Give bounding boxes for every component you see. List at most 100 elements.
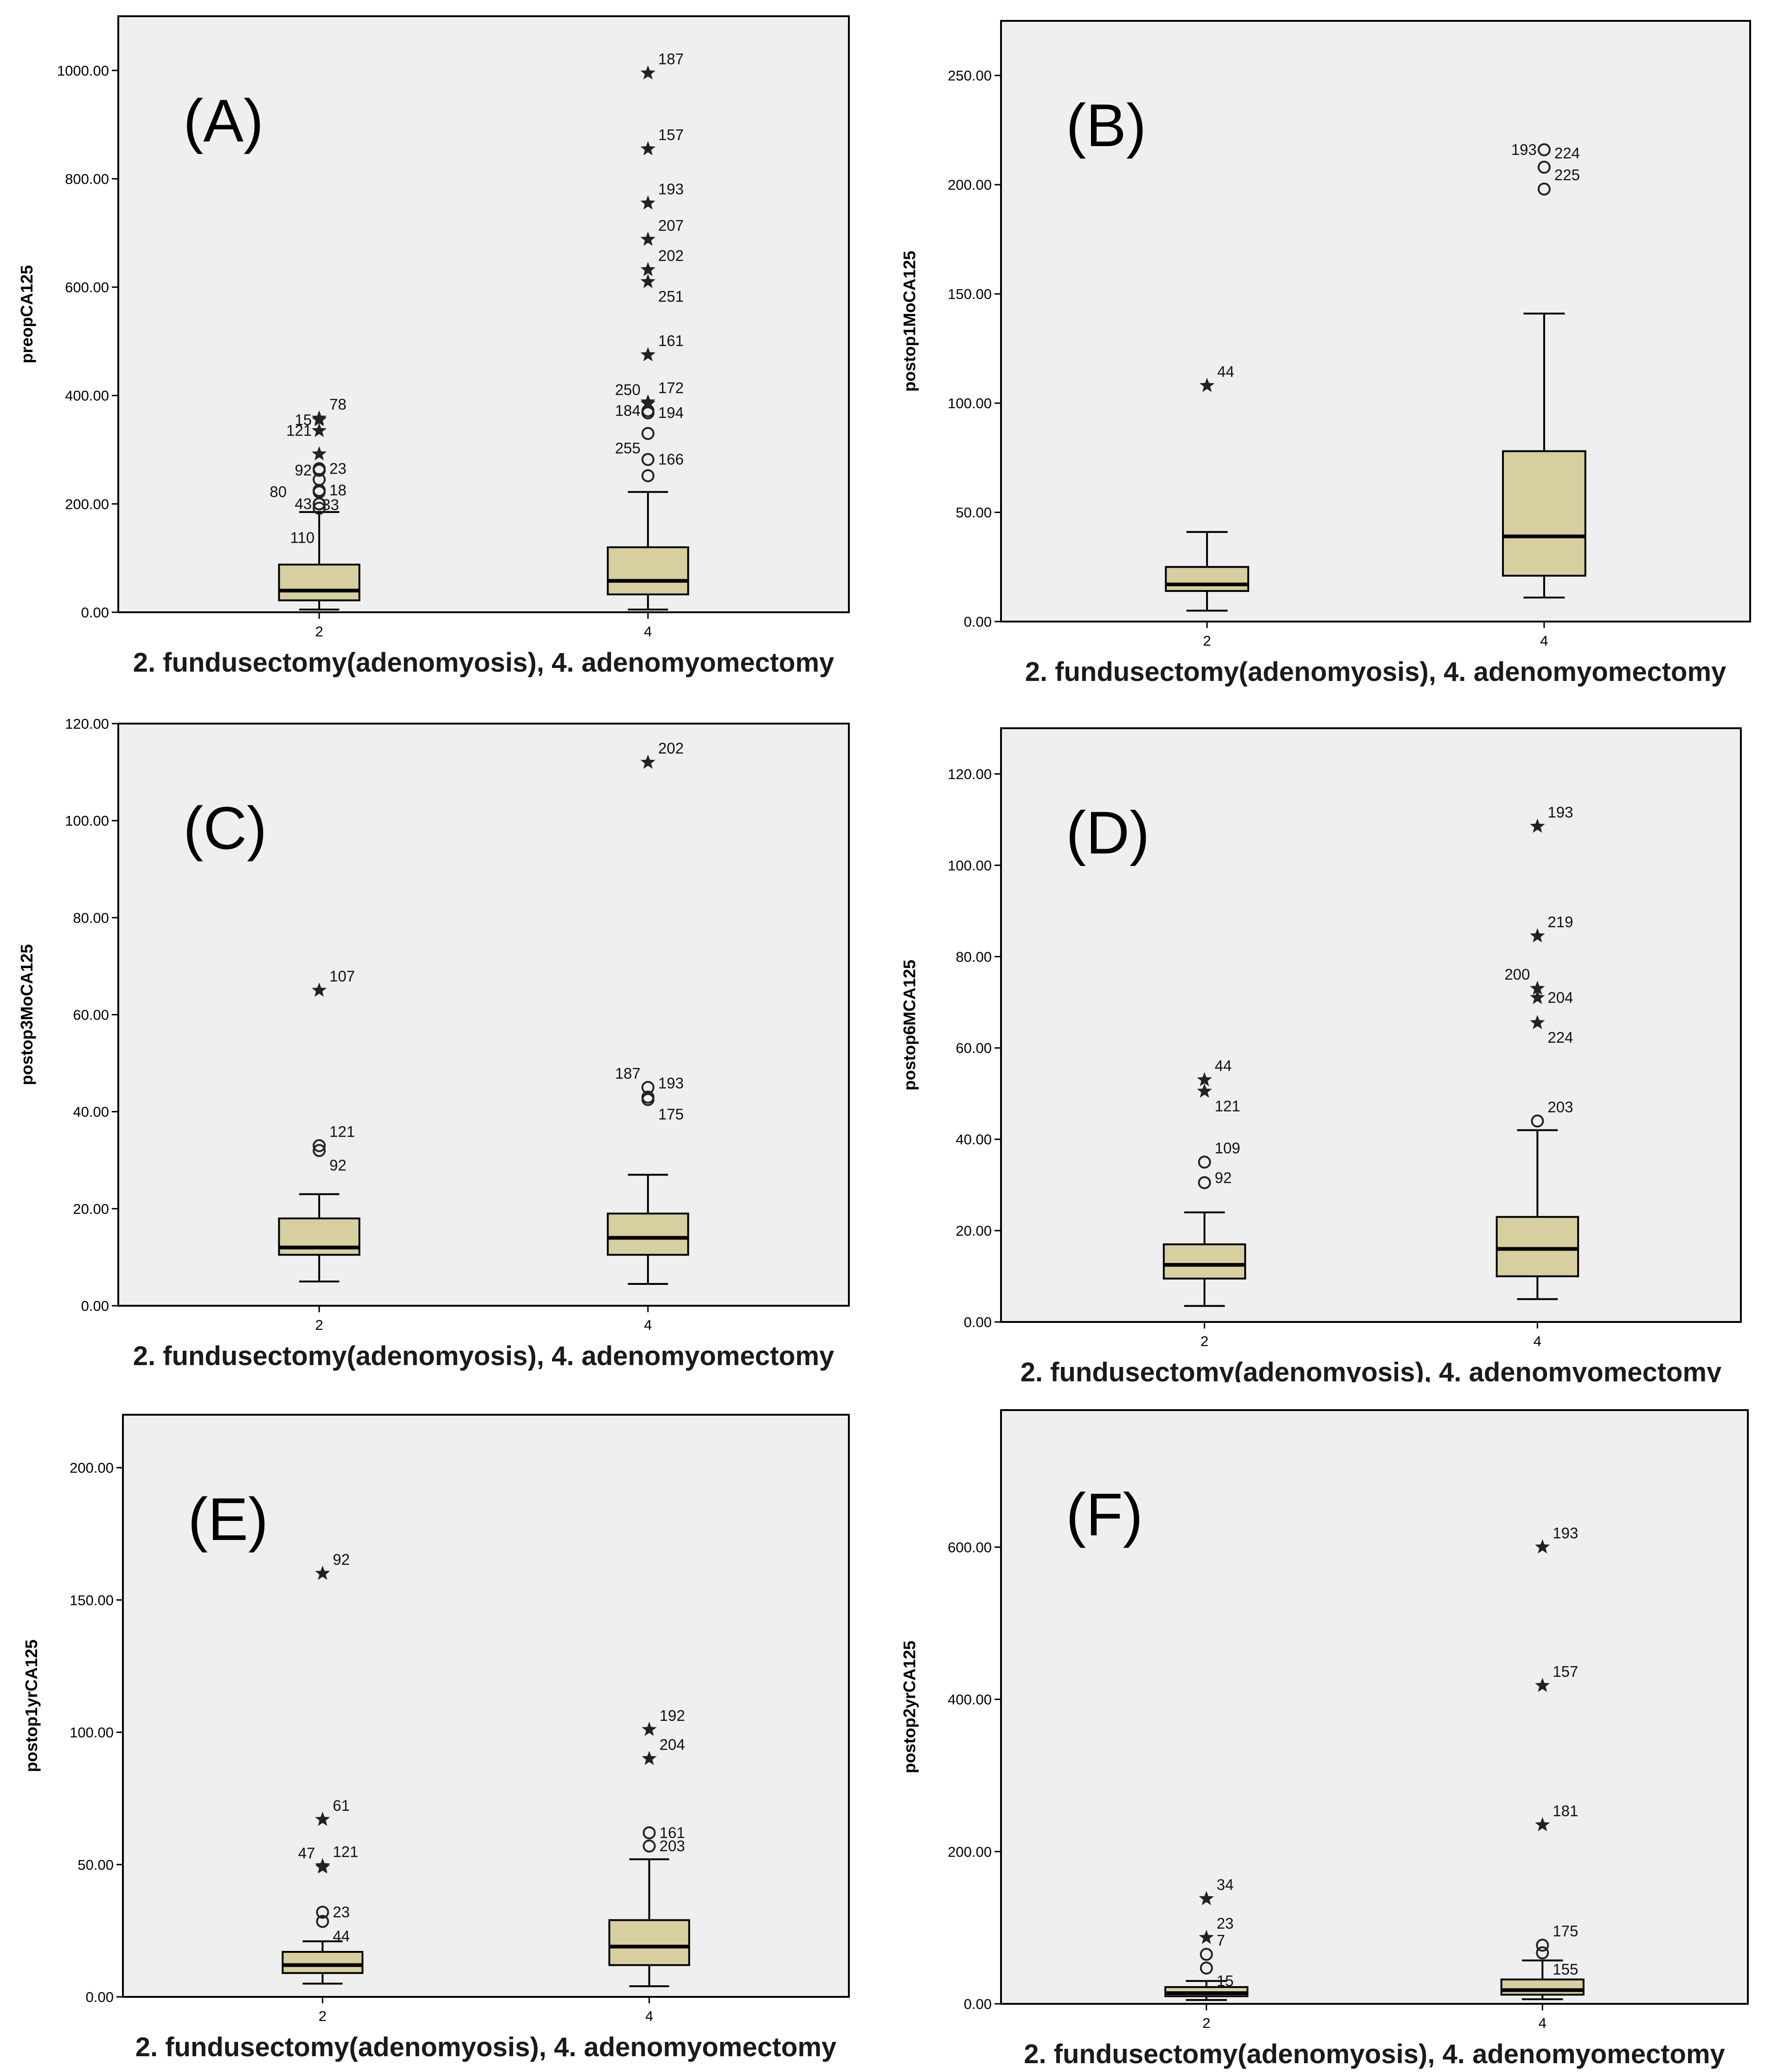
outlier-label: 193 (658, 1074, 684, 1091)
outlier-label: 44 (1215, 1057, 1232, 1074)
x-tick-label: 2 (1202, 2015, 1210, 2031)
outlier-label: 204 (1547, 989, 1573, 1006)
x-tick-label: 2 (319, 2008, 327, 2024)
outlier-mild (641, 1081, 655, 1094)
x-axis-label: 2. fundusectomy(adenomyosis), 4. adenomy… (135, 2032, 837, 2062)
outlier-label: 44 (333, 1927, 350, 1944)
outlier-mild (1200, 1948, 1213, 1961)
outlier-label: 34 (1217, 1876, 1234, 1893)
outlier-mild (641, 427, 655, 440)
outlier-extreme (1530, 989, 1545, 1004)
outlier-label: 193 (1511, 141, 1537, 158)
y-tick-label: 600.00 (948, 1539, 992, 1555)
panel-a: (A) 0.00 200.00 400.00 600.00 800.00 1000.00 pr… (0, 0, 882, 691)
outlier-label: 193 (1553, 1524, 1578, 1541)
outlier-extreme (642, 1721, 657, 1736)
y-tick-label: 0.00 (81, 1298, 109, 1314)
outlier-extreme (1200, 378, 1215, 392)
outlier-extreme (640, 274, 655, 289)
y-tick-label: 60.00 (73, 1007, 109, 1023)
panel-label: (F) (1066, 1481, 1143, 1548)
outlier-extreme (1535, 1539, 1550, 1554)
y-tick-label: 0.00 (86, 1989, 114, 2005)
outlier-label: 121 (333, 1843, 358, 1860)
outlier-extreme (1535, 1817, 1550, 1832)
outlier-extreme (640, 754, 655, 769)
outlier-label: 203 (1547, 1098, 1573, 1116)
outlier-label: 225 (1554, 167, 1580, 184)
outlier-mild (1198, 1155, 1211, 1169)
outlier-mild (316, 1905, 329, 1919)
outlier-label: 155 (1553, 1961, 1578, 1978)
outlier-extreme (642, 1751, 657, 1765)
y-tick-label: 200.00 (948, 177, 992, 193)
y-tick-label: 200.00 (948, 1844, 992, 1860)
outlier-extreme (312, 982, 327, 997)
x-axis-label: 2. fundusectomy(adenomyosis), 4. adenomy… (133, 648, 834, 678)
outlier-label: 44 (1217, 363, 1234, 380)
outlier-mild (1536, 1938, 1549, 1952)
outlier-label: 184 (615, 402, 641, 419)
plot-area (1000, 20, 1751, 622)
x-axis-label: 2. fundusectomy(adenomyosis), 4. adenomy… (1024, 2039, 1725, 2069)
box-2 (1164, 1980, 1249, 2001)
outlier-label: 172 (658, 379, 684, 397)
y-tick-label: 50.00 (77, 1857, 114, 1873)
x-tick-label: 4 (1539, 2015, 1547, 2031)
y-tick-label: 150.00 (70, 1592, 114, 1608)
outlier-mild (641, 453, 655, 466)
outlier-label: 92 (329, 1156, 347, 1174)
outlier-label: 200 (1504, 966, 1530, 983)
outlier-mild (313, 1144, 326, 1157)
box-4 (607, 491, 689, 611)
outlier-label: 107 (329, 968, 355, 985)
plot-area (1000, 727, 1742, 1323)
outlier-label: 202 (658, 740, 684, 757)
y-tick-label: 1000.00 (57, 63, 109, 79)
y-tick-label: 100.00 (65, 813, 109, 829)
box-4 (1495, 1129, 1579, 1300)
box-2 (282, 1940, 364, 1985)
outlier-label: 157 (1553, 1663, 1578, 1680)
box-iqr (1502, 450, 1586, 577)
y-tick-label: 80.00 (956, 949, 992, 965)
outlier-label: 61 (333, 1797, 350, 1814)
outlier-label: 203 (660, 1837, 685, 1854)
outlier-extreme (640, 65, 655, 80)
outlier-mild (313, 497, 326, 511)
panel-label: (B) (1066, 91, 1146, 159)
outlier-label: 202 (658, 247, 684, 264)
x-tick-label: 2 (315, 623, 323, 640)
outlier-extreme (1199, 1891, 1214, 1905)
outlier-mild (1537, 182, 1551, 196)
x-axis-label: 2. fundusectomy(adenomyosis), 4. adenomy… (133, 1341, 834, 1371)
outlier-mild (313, 1139, 326, 1152)
box-2 (278, 1193, 360, 1283)
outlier-label: 43 (295, 495, 312, 512)
y-tick-label: 250.00 (948, 68, 992, 84)
box-4 (607, 1174, 689, 1285)
y-tick-label: 80.00 (73, 910, 109, 926)
outlier-extreme (1197, 1083, 1212, 1098)
outlier-extreme (1530, 928, 1545, 943)
outlier-label: 110 (290, 529, 315, 546)
box-plot-svg: (A) 0.00 200.00 400.00 600.00 800.00 1000.00 pr… (17, 15, 850, 678)
outlier-label: 92 (333, 1551, 350, 1568)
outlier-mild (641, 1093, 655, 1106)
outlier-label: 92 (295, 462, 312, 479)
outlier-extreme (1530, 818, 1545, 833)
outlier-extreme (312, 423, 327, 437)
y-tick-label: 0.00 (964, 1314, 992, 1330)
y-tick-label: 40.00 (73, 1104, 109, 1120)
outlier-label: 15 (1217, 1972, 1234, 1989)
outlier-label: 193 (1547, 804, 1573, 821)
y-axis-label: postop3MoCA125 (17, 944, 36, 1085)
outlier-mild (641, 469, 655, 482)
panel-b: (B) 0.00 50.00 100.00 150.00 200.00 250.00 post… (883, 0, 1765, 691)
outlier-label: 7 (1217, 1931, 1225, 1949)
outlier-label: 175 (1553, 1923, 1578, 1940)
outlier-extreme (1199, 1930, 1214, 1944)
x-axis-label: 2. fundusectomy(adenomyosis), 4. adenomy… (1020, 1357, 1722, 1382)
y-tick-label: 200.00 (65, 496, 109, 512)
